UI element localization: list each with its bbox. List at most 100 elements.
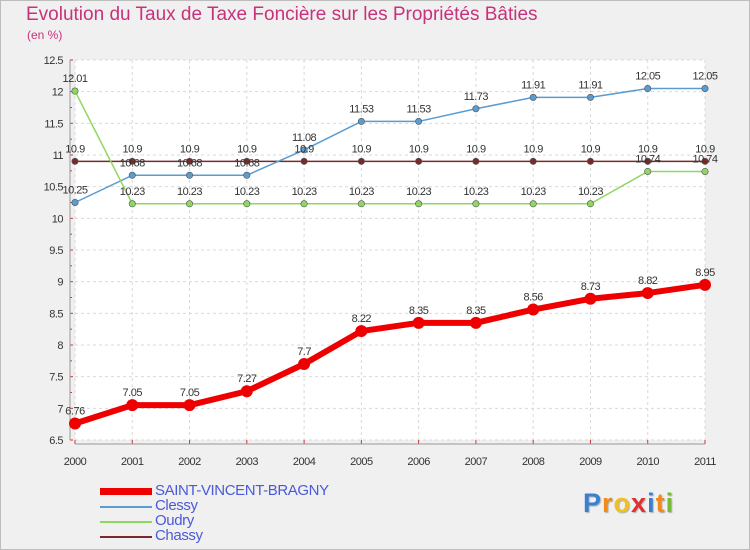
data-point-chassy [71, 157, 79, 165]
data-point-chassy [128, 157, 136, 165]
data-point-chassy [644, 157, 652, 165]
data-label-chassy: 10.9 [180, 143, 200, 155]
series-lines [69, 85, 711, 430]
logo-letter: r [602, 488, 614, 518]
data-point-oudry [529, 200, 537, 208]
y-tick-label: 7 [57, 403, 63, 415]
line-chart: 6.5 7 7.5 8 8.5 9 9.5 10 10.5 11 11.5 12 12.5 2000 200… [44, 55, 719, 468]
data-point-clessy [243, 171, 251, 179]
data-point-clessy [586, 93, 594, 101]
legend-swatch [100, 506, 152, 508]
x-tick-label: 2004 [293, 456, 316, 468]
legend-item-oudry: Oudry [100, 512, 400, 529]
data-label-oudry: 10.23 [521, 186, 546, 198]
data-label-chassy: 10.9 [409, 143, 429, 155]
data-label-chassy: 10.9 [523, 143, 543, 155]
legend-label: Clessy [155, 497, 198, 514]
data-point-oudry [586, 200, 594, 208]
data-point-clessy [644, 85, 652, 93]
data-point-saint-vincent-bragny [69, 417, 81, 430]
logo-letter: P [583, 488, 603, 518]
data-label-clessy: 11.08 [292, 132, 317, 144]
logo-letter: i [665, 488, 675, 518]
data-label-chassy: 10.9 [638, 143, 658, 155]
legend-item-chassy: Chassy [100, 527, 400, 544]
data-label-oudry: 10.23 [578, 186, 603, 198]
data-point-oudry [644, 167, 652, 175]
legend-item-saint-vincent-bragny: SAINT-VINCENT-BRAGNY [100, 482, 400, 499]
y-tick-label: 8.5 [49, 308, 63, 320]
data-point-clessy [357, 117, 365, 125]
data-point-saint-vincent-bragny [355, 325, 368, 338]
data-label-oudry: 12.01 [62, 73, 87, 85]
data-point-saint-vincent-bragny [298, 358, 311, 370]
data-point-oudry [701, 167, 709, 175]
data-label-clessy: 10.68 [177, 157, 202, 169]
x-tick-label: 2010 [636, 456, 659, 468]
data-point-clessy [71, 199, 79, 207]
data-point-oudry [300, 200, 308, 208]
data-label-saint-vincent-bragny: 8.73 [581, 281, 601, 293]
legend-label: Chassy [155, 527, 203, 544]
legend-label: Oudry [155, 512, 194, 529]
data-label-saint-vincent-bragny: 7.05 [123, 387, 143, 399]
data-point-saint-vincent-bragny [412, 316, 425, 329]
data-point-oudry [186, 200, 194, 208]
data-label-saint-vincent-bragny: 7.27 [237, 373, 257, 385]
data-label-oudry: 10.23 [292, 186, 317, 198]
data-point-oudry [243, 200, 251, 208]
series-line-oudry [74, 90, 706, 205]
data-label-clessy: 12.05 [635, 71, 660, 83]
data-point-saint-vincent-bragny [699, 278, 711, 291]
legend-swatch [100, 488, 152, 495]
data-point-clessy [701, 85, 709, 93]
y-tick-label: 12.5 [44, 55, 64, 67]
series-line-clessy [74, 87, 706, 204]
logo-letter: t [655, 488, 666, 518]
data-point-clessy [300, 146, 308, 154]
chart-title: Evolution du Taux de Taxe Foncière sur l… [26, 4, 538, 25]
data-label-saint-vincent-bragny: 8.22 [352, 313, 372, 325]
data-label-clessy: 11.91 [521, 79, 546, 91]
data-point-saint-vincent-bragny [183, 399, 196, 412]
legend-item-clessy: Clessy [100, 497, 400, 514]
data-label-clessy: 10.68 [120, 157, 145, 169]
data-point-clessy [472, 105, 480, 113]
data-label-saint-vincent-bragny: 6.76 [65, 406, 85, 418]
data-label-chassy: 10.9 [65, 143, 85, 155]
data-point-chassy [529, 157, 537, 165]
y-tick-label: 9 [57, 277, 63, 289]
data-point-oudry [415, 200, 423, 208]
data-label-oudry: 10.23 [349, 186, 374, 198]
y-tick-label: 6.5 [49, 435, 63, 447]
data-label-chassy: 10.9 [352, 143, 372, 155]
data-point-clessy [128, 171, 136, 179]
legend-swatch [100, 536, 152, 538]
x-tick-label: 2001 [121, 456, 144, 468]
data-point-chassy [415, 157, 423, 165]
axes: 6.5 7 7.5 8 8.5 9 9.5 10 10.5 11 11.5 12 12.5 2000 200… [44, 55, 717, 468]
x-tick-label: 2008 [522, 456, 545, 468]
logo-letter: x [631, 488, 648, 518]
data-label-oudry: 10.74 [692, 153, 717, 165]
data-label-clessy: 10.25 [62, 185, 87, 197]
x-tick-label: 2003 [236, 456, 259, 468]
data-label-saint-vincent-bragny: 8.95 [695, 267, 715, 279]
logo-letter: o [613, 488, 632, 518]
y-tick-label: 8 [57, 340, 63, 352]
data-point-chassy [300, 157, 308, 165]
y-axis-label: (en %) [27, 28, 63, 42]
data-point-chassy [186, 157, 194, 165]
data-label-chassy: 10.9 [294, 143, 314, 155]
data-label-oudry: 10.23 [120, 186, 145, 198]
data-point-chassy [701, 157, 709, 165]
data-label-saint-vincent-bragny: 8.35 [466, 305, 486, 317]
data-labels: 10.9 10.9 10.9 10.9 10.9 10.9 10.9 10.9 10.9 10.9… [62, 71, 718, 418]
data-label-clessy: 11.53 [349, 103, 374, 115]
data-label-clessy: 12.05 [692, 71, 717, 83]
data-point-clessy [415, 117, 423, 125]
y-tick-label: 11.5 [44, 118, 63, 130]
data-point-saint-vincent-bragny [641, 287, 654, 300]
data-label-oudry: 10.23 [406, 186, 431, 198]
y-tick-label: 12 [52, 87, 64, 99]
